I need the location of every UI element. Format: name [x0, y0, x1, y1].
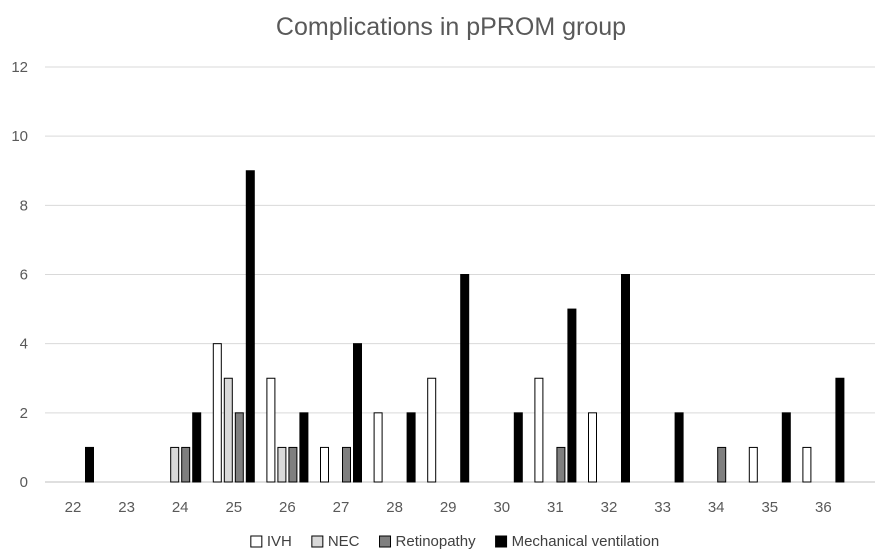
x-tick-label: 25 — [225, 499, 242, 516]
x-tick-label: 34 — [708, 499, 725, 516]
x-tick-label: 28 — [386, 499, 403, 516]
y-tick-label: 10 — [11, 128, 28, 145]
x-tick-label: 27 — [333, 499, 350, 516]
bar-retinopathy — [288, 446, 298, 483]
bar-retinopathy — [181, 446, 191, 483]
bar-ivh — [748, 446, 758, 483]
bar-mechanical-ventilation — [245, 170, 255, 483]
x-tick-label: 36 — [815, 499, 832, 516]
bar-ivh — [266, 377, 276, 483]
bar-nec — [223, 377, 233, 483]
gridlines — [45, 66, 875, 483]
bars — [85, 170, 845, 483]
chart-title: Complications in pPROM group — [276, 13, 626, 41]
y-tick-label: 6 — [20, 267, 28, 284]
bar-ivh — [802, 446, 812, 483]
bar-mechanical-ventilation — [621, 274, 630, 483]
bar-mechanical-ventilation — [460, 274, 470, 483]
bar-ivh — [588, 412, 597, 483]
bar-retinopathy — [717, 446, 727, 483]
x-tick-label: 33 — [654, 499, 671, 516]
y-tick-label: 2 — [20, 405, 28, 422]
y-axis-ticks: 0 2 4 6 8 10 12 — [11, 59, 28, 491]
bar-mechanical-ventilation — [85, 446, 94, 483]
x-tick-label: 29 — [440, 499, 457, 516]
x-tick-label: 23 — [118, 499, 135, 516]
legend-swatch — [311, 535, 324, 548]
legend-swatch — [250, 535, 263, 548]
bar-mechanical-ventilation — [192, 412, 202, 483]
legend-label: IVH — [267, 533, 292, 550]
legend-label: NEC — [328, 533, 360, 550]
bar-ivh — [534, 377, 544, 483]
bar-mechanical-ventilation — [567, 308, 577, 483]
bar-mechanical-ventilation — [674, 412, 684, 483]
x-tick-label: 31 — [547, 499, 564, 516]
bar-ivh — [212, 343, 222, 483]
x-tick-label: 22 — [65, 499, 82, 516]
x-tick-label: 26 — [279, 499, 296, 516]
bar-ivh — [373, 412, 383, 483]
x-tick-label: 30 — [493, 499, 510, 516]
bar-mechanical-ventilation — [353, 343, 362, 483]
bar-mechanical-ventilation — [406, 412, 416, 483]
y-tick-label: 12 — [11, 59, 28, 76]
bar-ivh — [320, 446, 329, 483]
x-tick-label: 35 — [761, 499, 778, 516]
bar-nec — [170, 446, 180, 483]
y-tick-label: 0 — [20, 474, 28, 491]
legend-swatch — [379, 535, 392, 548]
y-tick-label: 8 — [20, 197, 28, 214]
bar-retinopathy — [234, 412, 244, 483]
legend-label: Retinopathy — [396, 533, 477, 550]
bar-mechanical-ventilation — [513, 412, 523, 483]
legend: IVH NEC Retinopathy Mechanical ventilation — [250, 533, 660, 550]
x-tick-label: 24 — [172, 499, 189, 516]
bar-retinopathy — [556, 446, 566, 483]
legend-swatch — [495, 535, 508, 548]
x-axis-ticks: 22 23 24 25 26 27 28 29 30 31 32 33 34 35 36 — [65, 499, 832, 516]
x-tick-label: 32 — [601, 499, 618, 516]
bar-ivh — [427, 377, 437, 483]
bar-mechanical-ventilation — [299, 412, 309, 483]
legend-label: Mechanical ventilation — [512, 533, 660, 550]
bar-mechanical-ventilation — [835, 377, 845, 483]
bar-nec — [277, 446, 287, 483]
bar-mechanical-ventilation — [781, 412, 791, 483]
bar-retinopathy — [342, 446, 351, 483]
y-tick-label: 4 — [20, 336, 28, 353]
